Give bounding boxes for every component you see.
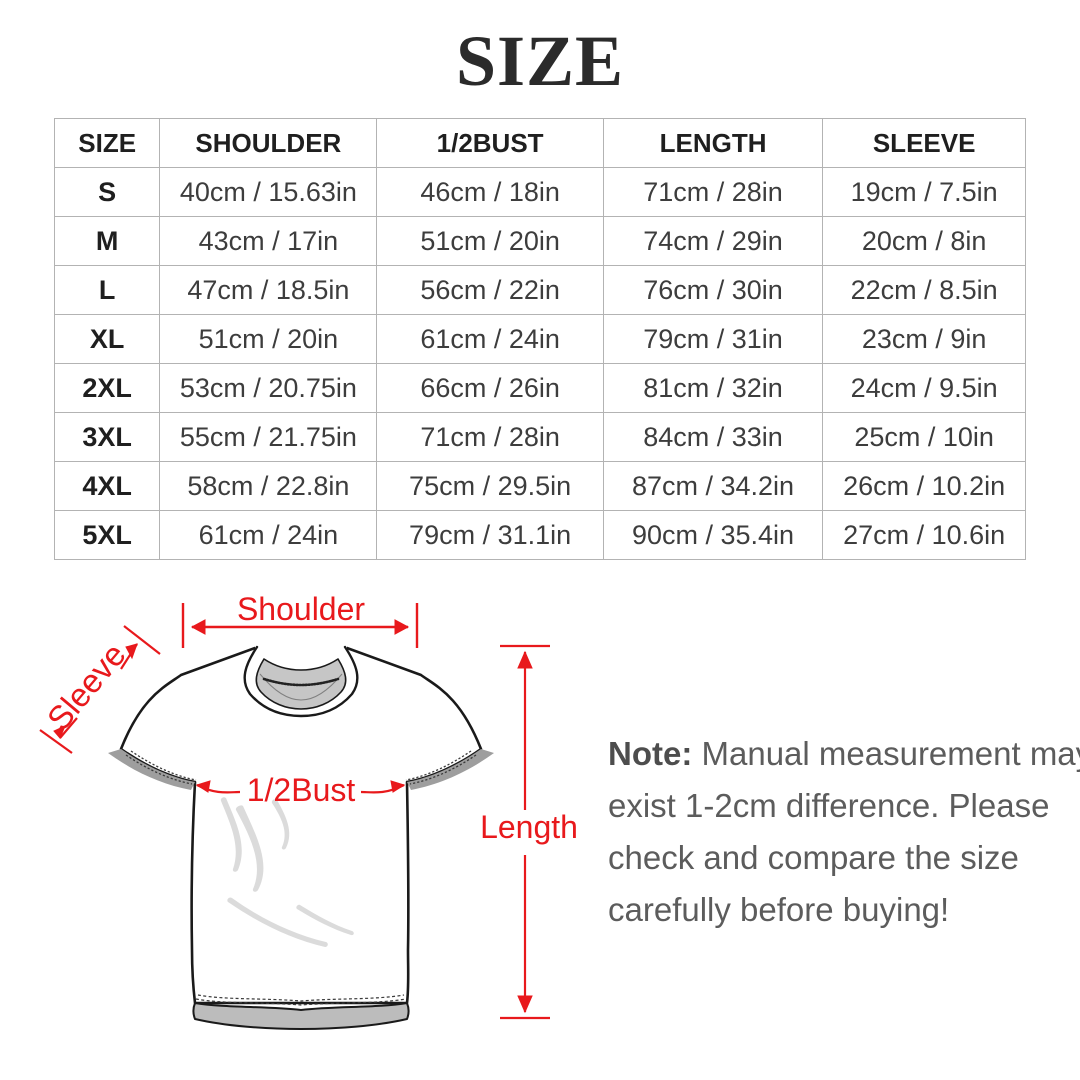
svg-text:1/2Bust: 1/2Bust: [247, 772, 356, 808]
svg-text:Length: Length: [480, 809, 578, 845]
svg-text:Sleeve: Sleeve: [40, 636, 133, 737]
svg-text:Shoulder: Shoulder: [237, 591, 365, 627]
